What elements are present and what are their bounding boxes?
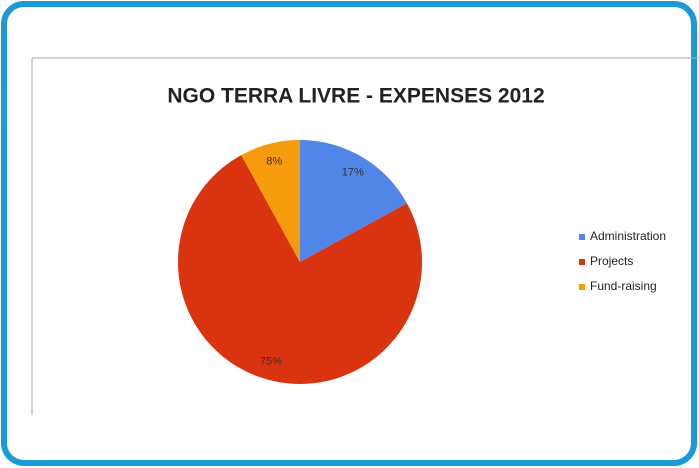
legend-swatch [579,259,585,265]
data-label: 8% [266,155,282,167]
legend-label: Fund-raising [590,279,657,293]
pie-slice [300,140,407,262]
data-label: 75% [260,355,282,367]
legend-swatch [579,284,585,290]
chart-title: NGO TERRA LIVRE - EXPENSES 2012 [167,85,544,108]
data-label: 17% [342,167,364,179]
legend-swatch [579,234,585,240]
pie-slice [241,140,300,262]
legend-label: Administration [590,229,666,243]
pie-slice [177,155,422,385]
legend-label: Projects [590,254,633,268]
